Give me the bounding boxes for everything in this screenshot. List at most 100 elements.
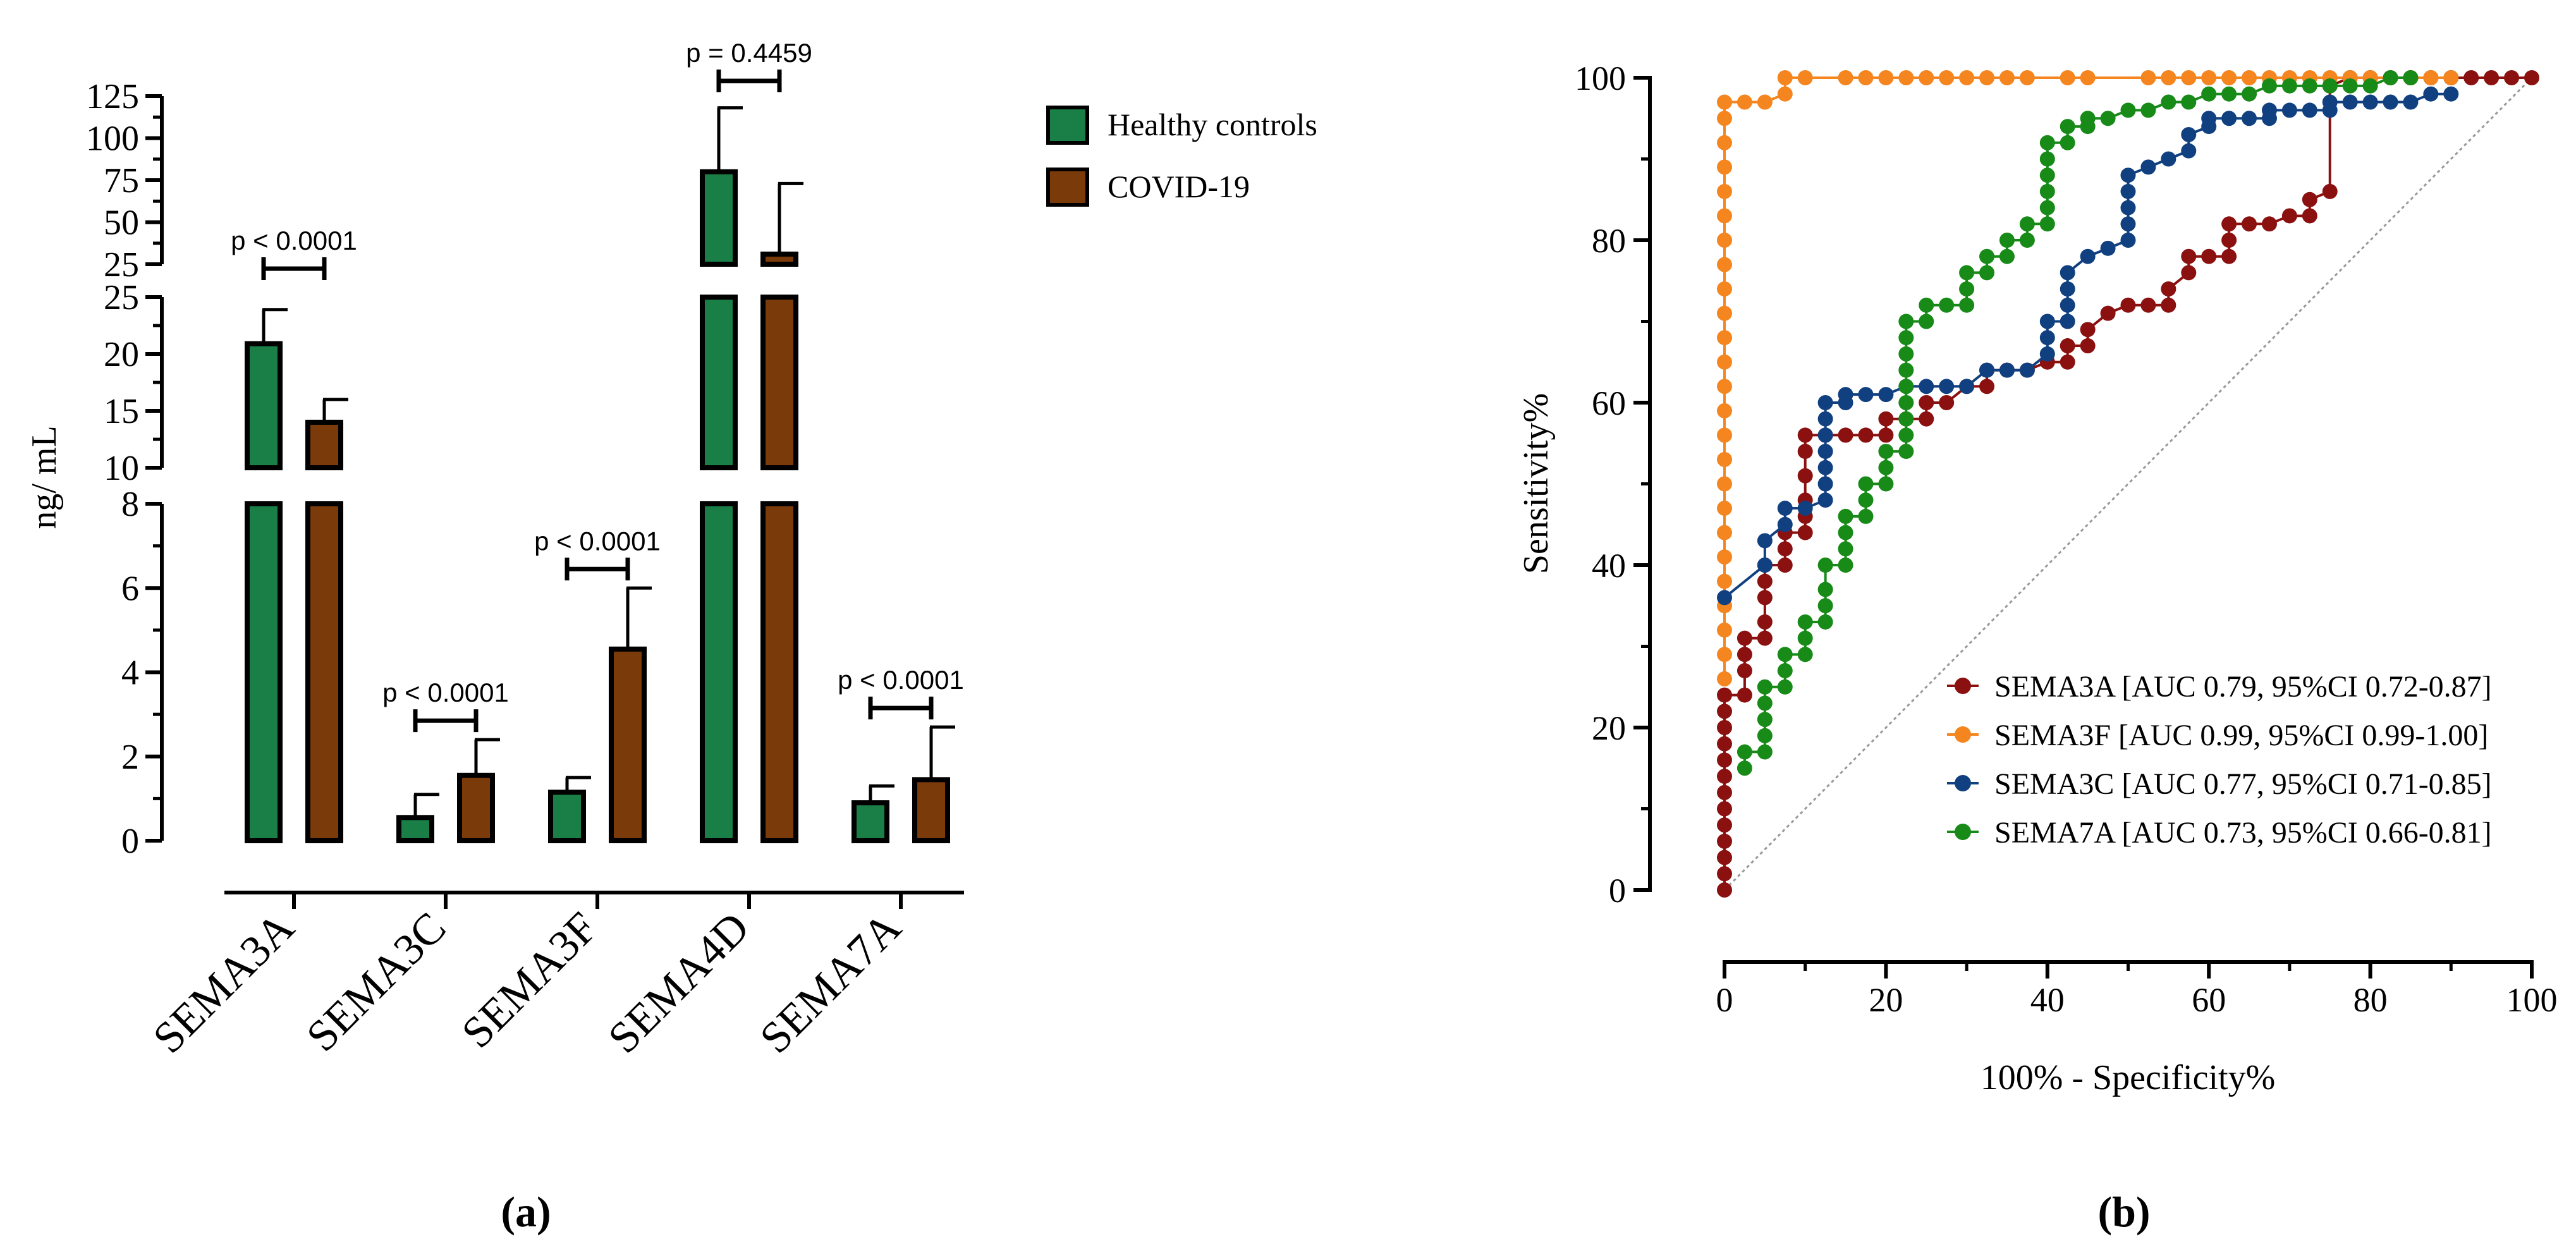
panel-a-category-label: SEMA4D	[599, 903, 759, 1063]
panel-b-series-point	[1717, 647, 1732, 662]
panel-b-series-point	[1919, 297, 1934, 313]
panel-b-series-point	[1717, 752, 1732, 768]
panel-b-series-point	[1999, 248, 2015, 264]
panel-b-series-point	[2201, 248, 2217, 264]
panel-a-y-axis-label: ng/ mL	[25, 425, 64, 528]
panel-b-legend-label: SEMA7A [AUC 0.73, 95%CI 0.66-0.81]	[1994, 816, 2492, 850]
panel-b-series-point	[1737, 647, 1752, 662]
panel-b-series-point	[1717, 208, 1732, 224]
panel-b-legend-label: SEMA3A [AUC 0.79, 95%CI 0.72-0.87]	[1994, 670, 2492, 704]
panel-b-series-point	[2161, 297, 2176, 313]
panel-a-category-label: SEMA3F	[453, 903, 607, 1058]
panel-b-series-point	[2504, 70, 2520, 85]
panel-b-series-point	[1717, 451, 1732, 467]
panel-b-series-point	[1777, 647, 1793, 662]
panel-b-series-point	[1999, 233, 2015, 248]
panel-a-bar-sema4d-healthy-controls	[700, 501, 738, 843]
panel-b-series-point	[2181, 94, 2197, 110]
panel-b-series-point	[2423, 86, 2439, 102]
panel-b-series-point	[2463, 70, 2479, 85]
panel-b-series-point	[1737, 94, 1752, 110]
panel-b-series-point	[1797, 70, 1813, 85]
panel-b-series-point	[2140, 297, 2156, 313]
panel-b-series-point	[1717, 135, 1732, 150]
panel-b-series-point	[1717, 257, 1732, 272]
panel-b-x-tick-label: 40	[2030, 981, 2065, 1019]
panel-b-series-point	[2221, 70, 2237, 85]
panel-b-x-tick-label: 80	[2353, 981, 2388, 1019]
panel-b-series-point	[1717, 354, 1732, 370]
panel-b-legend-marker	[1955, 726, 1971, 743]
panel-b-series-point	[2120, 183, 2136, 199]
panel-b-series-point	[2039, 346, 2055, 362]
panel-b-series-point	[1919, 379, 1934, 394]
panel-b-series-point	[2100, 305, 2116, 321]
panel-b-series-point	[1777, 679, 1793, 695]
panel-b-series-point	[2060, 119, 2075, 135]
panel-b-series-point	[1838, 508, 1853, 524]
panel-b-legend-marker	[1955, 678, 1971, 694]
panel-b-series-point	[1939, 70, 1955, 85]
panel-b-series-point	[1999, 362, 2015, 378]
panel-b-series-point	[1898, 395, 1914, 410]
panel-b-series-point	[1777, 558, 1793, 573]
panel-b-series-point	[1717, 882, 1732, 898]
panel-b-series-point	[2383, 70, 2398, 85]
panel-b-series-point	[1757, 679, 1773, 695]
panel-a-bar-sema7a-healthy-controls	[852, 800, 889, 843]
panel-b-series-point	[1797, 647, 1813, 662]
panel-a-bars	[245, 169, 950, 844]
panel-b-series-point	[2060, 338, 2075, 354]
panel-b-series-point	[1757, 695, 1773, 711]
panel-b-series-point	[1717, 687, 1732, 703]
panel-b-series-point	[1858, 387, 1874, 403]
panel-b-series-point	[1757, 614, 1773, 630]
panel-b-series-point	[1757, 630, 1773, 646]
panel-a-legend-swatch	[1046, 168, 1089, 207]
panel-b-series-point	[1717, 720, 1732, 735]
panel-b-series-point	[1717, 183, 1732, 199]
panel-b-series-point	[1878, 70, 1894, 85]
panel-b-series-point	[2039, 151, 2055, 167]
panel-b-series-point	[1838, 541, 1853, 557]
panel-b-series-point	[1717, 525, 1732, 540]
panel-b-series-point	[1838, 525, 1853, 540]
panel-a-category-label: SEMA3C	[298, 903, 456, 1061]
panel-b-series-point	[1959, 265, 1975, 281]
panel-b-series-point	[2302, 192, 2317, 207]
panel-b-series-point	[1717, 403, 1732, 418]
panel-a-significance-label: p = 0.4459	[686, 38, 812, 68]
panel-b-series-point	[1858, 492, 1874, 508]
panel-b-series-point	[2322, 78, 2338, 94]
panel-b-series-point	[2039, 330, 2055, 346]
panel-a-y-tick-label: 0	[121, 822, 139, 861]
panel-b-series-point	[1717, 769, 1732, 784]
panel-b-series-point	[1878, 387, 1894, 403]
panel-b-roc-chart: 0 20 40 60 80 100 0 20 40 60 80 100 100% - Specific…	[1517, 59, 2558, 1236]
panel-a-y-tick-label: 50	[104, 204, 139, 243]
panel-b-series-point	[2140, 159, 2156, 175]
panel-b-series-point	[2181, 248, 2197, 264]
panel-b-series-point	[2302, 78, 2317, 94]
panel-b-series-point	[2120, 297, 2136, 313]
panel-a-bar-sema3f-healthy-controls	[548, 790, 586, 843]
panel-b-series-point	[2302, 208, 2317, 224]
panel-b-label: (b)	[2097, 1188, 2150, 1236]
panel-b-series-point	[2403, 70, 2419, 85]
panel-b-series-point	[1777, 86, 1793, 102]
panel-b-series-point	[2120, 200, 2136, 216]
panel-b-legend-marker	[1955, 824, 1971, 840]
panel-b-series-point	[1777, 501, 1793, 516]
panel-b-series-point	[2342, 94, 2358, 110]
panel-b-series-point	[2281, 78, 2297, 94]
panel-b-series-point	[2019, 362, 2035, 378]
panel-b-series-point	[1717, 94, 1732, 110]
panel-b-series-sema3c	[1717, 86, 2459, 606]
panel-b-series-point	[2060, 281, 2075, 297]
panel-b-series-point	[1919, 395, 1934, 410]
panel-b-legend-marker	[1955, 775, 1971, 791]
panel-a-y-tick-label: 75	[104, 161, 139, 200]
panel-b-series-point	[1797, 630, 1813, 646]
panel-b-series-point	[2443, 86, 2459, 102]
panel-b-series-point	[2443, 70, 2459, 85]
